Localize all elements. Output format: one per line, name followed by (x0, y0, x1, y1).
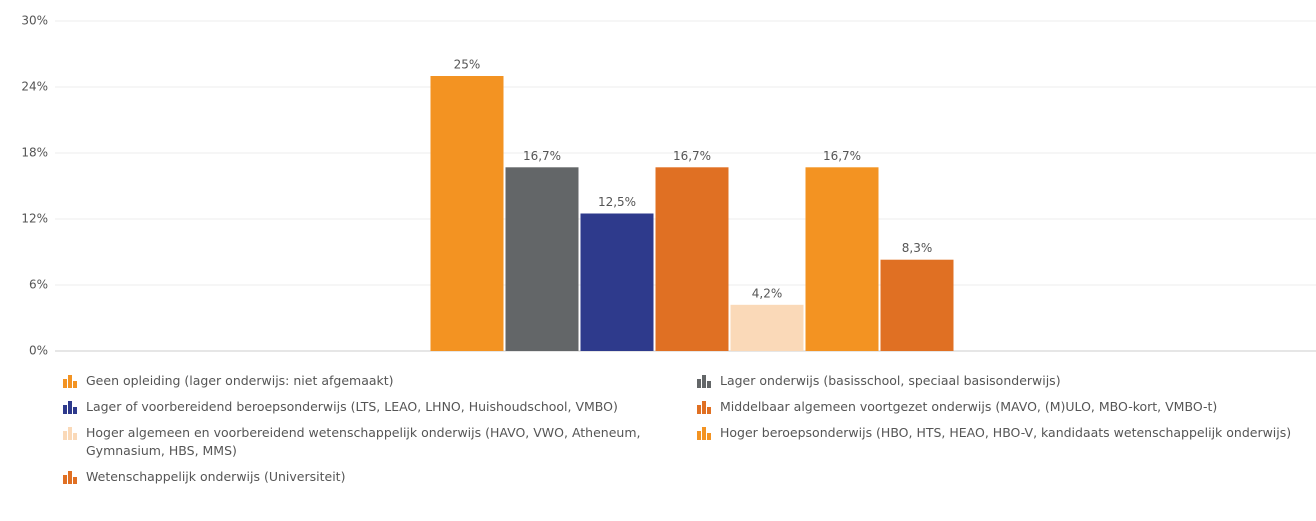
chart: 0% 6% 12% 18% 24% 30% 25% 16,7% 12,5% 16,7% 4,2% 16… (21, 14, 1316, 358)
value-label: 16,7% (823, 149, 861, 163)
legend-icon-bar (68, 471, 72, 484)
legend-icon-bar (702, 427, 706, 440)
legend-label: Lager onderwijs (basisschool, speciaal b… (720, 373, 1061, 388)
legend-icon-bar (73, 381, 77, 388)
y-tick-label: 6% (29, 278, 48, 292)
legend-icon-bar (707, 433, 711, 440)
legend-icon-bar (702, 375, 706, 388)
y-tick-label: 18% (21, 146, 48, 160)
bar (655, 167, 729, 351)
bar (580, 213, 654, 351)
value-label: 16,7% (523, 149, 561, 163)
legend-label: Lager of voorbereidend beroepsonderwijs … (86, 399, 618, 414)
value-label: 16,7% (673, 149, 711, 163)
legend-icon-bar (63, 475, 67, 484)
legend: Geen opleiding (lager onderwijs: niet af… (62, 372, 1312, 486)
legend-icon (697, 375, 711, 388)
legend-label: Wetenschappelijk onderwijs (Universiteit… (86, 469, 346, 484)
y-tick-label: 30% (21, 14, 48, 28)
legend-label: Hoger algemeen en voorbereidend wetensch… (86, 425, 641, 458)
value-label: 4,2% (752, 286, 783, 300)
value-label: 25% (454, 58, 481, 72)
legend-item: Geen opleiding (lager onderwijs: niet af… (62, 372, 696, 390)
legend-icon-bar (707, 407, 711, 414)
value-label: 12,5% (598, 195, 636, 209)
legend-icon-bar (73, 477, 77, 484)
legend-item: Hoger beroepsonderwijs (HBO, HTS, HEAO, … (696, 424, 1296, 460)
legend-icon-bar (697, 431, 701, 440)
legend-icon-bar (68, 375, 72, 388)
legend-icon-bar (707, 381, 711, 388)
legend-label: Middelbaar algemeen voortgezet onderwijs… (720, 399, 1218, 414)
bar (730, 304, 804, 351)
legend-icon-bar (73, 407, 77, 414)
legend-item: Hoger algemeen en voorbereidend wetensch… (62, 424, 696, 460)
legend-label: Geen opleiding (lager onderwijs: niet af… (86, 373, 394, 388)
legend-icon-bar (63, 431, 67, 440)
bar (505, 167, 579, 351)
legend-icon (63, 401, 77, 414)
legend-icon-bar (63, 379, 67, 388)
legend-icon (63, 427, 77, 440)
legend-icon-bar (68, 427, 72, 440)
value-label: 8,3% (902, 241, 933, 255)
legend-icon-bar (63, 405, 67, 414)
y-tick-label: 12% (21, 212, 48, 226)
y-tick-label: 24% (21, 80, 48, 94)
legend-item: Middelbaar algemeen voortgezet onderwijs… (696, 398, 1296, 416)
legend-icon-bar (697, 379, 701, 388)
legend-icon (697, 427, 711, 440)
legend-icon-bar (68, 401, 72, 414)
legend-label: Hoger beroepsonderwijs (HBO, HTS, HEAO, … (720, 425, 1292, 440)
bar (805, 167, 879, 351)
legend-icon (697, 401, 711, 414)
legend-item: Wetenschappelijk onderwijs (Universiteit… (62, 468, 696, 486)
legend-item: Lager of voorbereidend beroepsonderwijs … (62, 398, 696, 416)
legend-icon-bar (702, 401, 706, 414)
legend-icon (63, 375, 77, 388)
legend-icon (63, 471, 77, 484)
legend-icon-bar (73, 433, 77, 440)
bar (430, 76, 504, 351)
y-tick-label: 0% (29, 344, 48, 358)
bar (880, 259, 954, 351)
legend-item: Lager onderwijs (basisschool, speciaal b… (696, 372, 1296, 390)
legend-icon-bar (697, 405, 701, 414)
